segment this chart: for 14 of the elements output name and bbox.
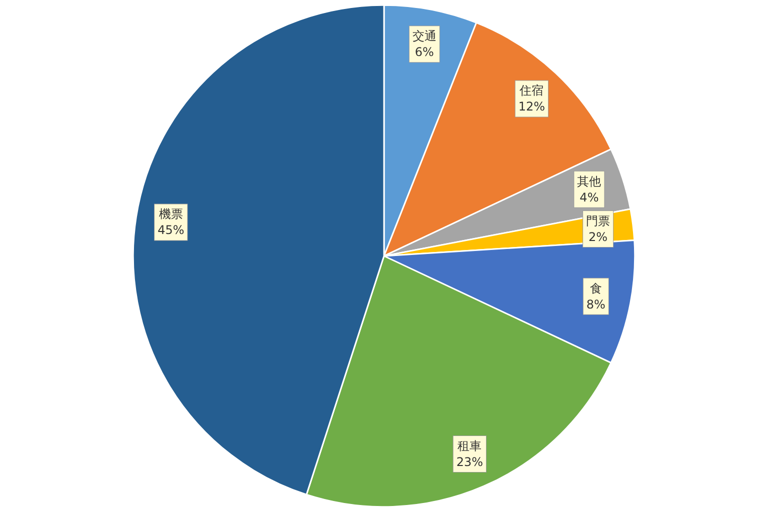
data-label: 4% — [580, 190, 599, 204]
slice-label: 住宿 — [518, 84, 544, 98]
slice-label: 租車 — [458, 439, 482, 454]
slice-label: 機票 — [158, 207, 183, 222]
slice-label: 其他 — [577, 174, 602, 188]
slice-label: 門票 — [586, 214, 610, 228]
data-label: 45% — [158, 223, 184, 238]
slice-label: 食 — [590, 281, 602, 296]
slice-label: 交通 — [412, 29, 436, 44]
data-label: 23% — [456, 455, 484, 470]
data-label: 12% — [518, 100, 546, 114]
data-label: 6% — [414, 45, 434, 60]
data-label: 2% — [588, 230, 608, 244]
data-label: 8% — [586, 297, 606, 312]
